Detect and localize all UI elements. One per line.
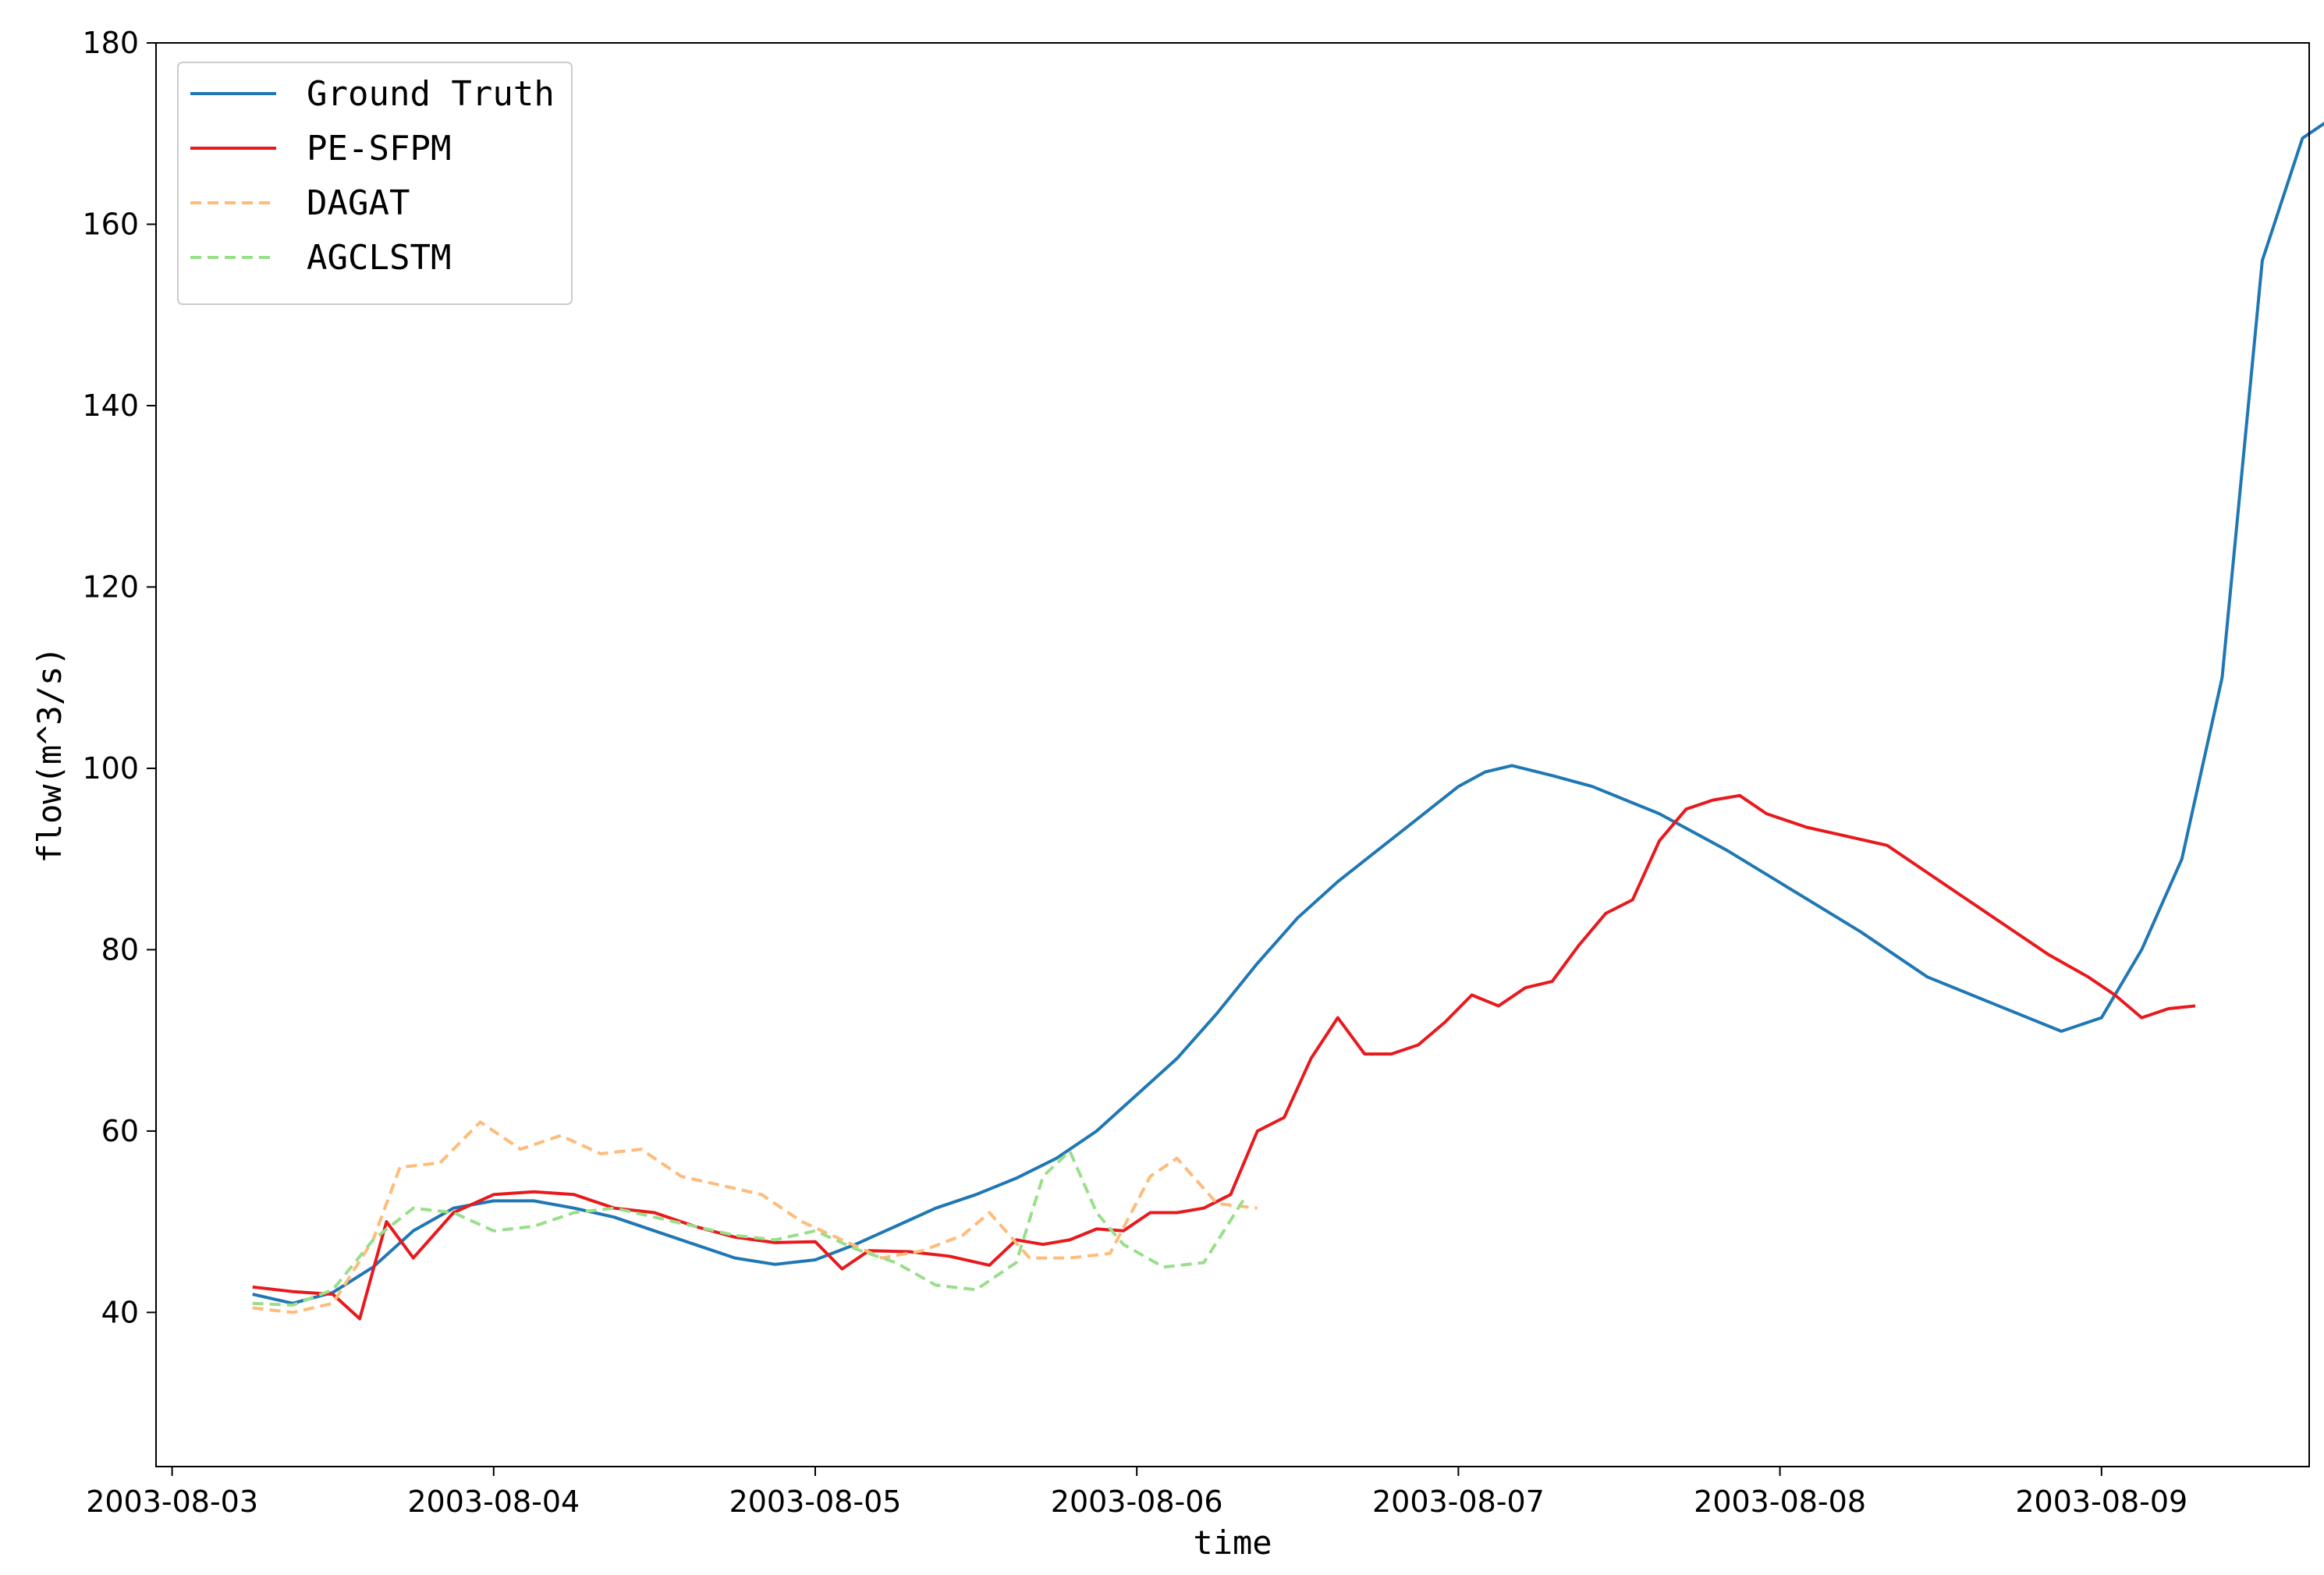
legend-label: DAGAT <box>307 183 410 223</box>
x-tick-label: 2003-08-03 <box>86 1485 258 1519</box>
legend-label: AGCLSTM <box>307 238 451 278</box>
x-tick-label: 2003-08-09 <box>2015 1485 2187 1519</box>
y-tick-label: 40 <box>101 1295 139 1329</box>
legend-box <box>177 62 573 305</box>
plot-frame <box>155 42 2310 1467</box>
x-tick-label: 2003-08-07 <box>1372 1485 1545 1519</box>
series-line-agclstm <box>252 1149 1246 1307</box>
y-axis-label: flow(m^3/s) <box>30 646 69 863</box>
y-tick-label: 140 <box>82 388 139 423</box>
y-tick-label: 60 <box>101 1114 139 1148</box>
legend: Ground Truth PE-SFPM DAGAT AGCLSTM <box>177 62 573 305</box>
y-tick-label: 100 <box>82 751 139 786</box>
x-tick-label: 2003-08-04 <box>407 1485 580 1519</box>
x-tick-label: 2003-08-06 <box>1051 1485 1223 1519</box>
x-tick-label: 2003-08-08 <box>1694 1485 1866 1519</box>
y-tick-label: 80 <box>101 932 139 967</box>
y-tick-label: 120 <box>82 569 139 604</box>
x-axis-label: time <box>1193 1524 1272 1562</box>
legend-label: PE-SFPM <box>307 129 451 168</box>
legend-label: Ground Truth <box>307 74 555 114</box>
series-line-dagat <box>252 1120 1258 1314</box>
y-tick-label: 180 <box>82 26 139 60</box>
x-tick-label: 2003-08-05 <box>729 1485 902 1519</box>
y-tick-label: 160 <box>82 207 139 241</box>
axis-ticks: 2003-08-03 2003-08-04 2003-08-05 2003-08-06… <box>82 26 2187 1519</box>
plot-lines <box>252 121 2324 1321</box>
